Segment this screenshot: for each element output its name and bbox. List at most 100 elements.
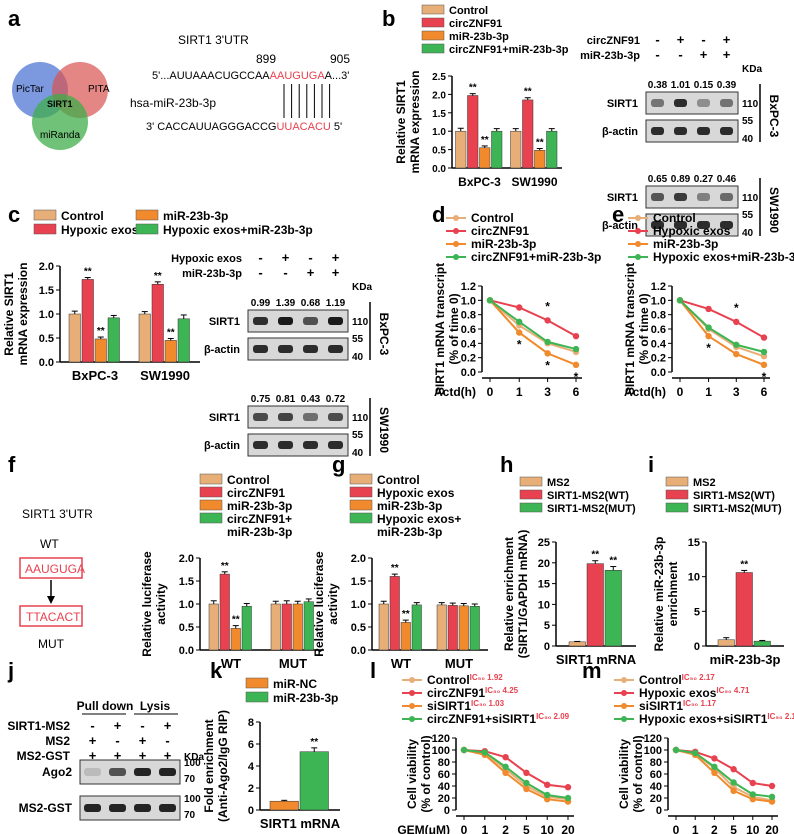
m-ic50-value: IC₅₀ 2.18 [767, 712, 794, 721]
l-y-tick-label: 40 [438, 781, 450, 793]
d-y-tick-label: 0.2 [461, 353, 476, 365]
k-y-tick-label: 0 [248, 805, 254, 817]
d-y-tick-label: 1.2 [461, 281, 476, 293]
m-y-tick-label: 40 [650, 781, 662, 793]
j-condition-label: SIRT1-MS2 [7, 719, 70, 733]
b-band [697, 127, 710, 135]
b-condition-sign: + [723, 47, 731, 62]
e-series-line [679, 299, 765, 353]
e-point [676, 297, 684, 304]
c-protein-label: SIRT1 [209, 316, 240, 328]
b-y-tick-label: 0.0 [432, 164, 446, 175]
h-category-label: SIRT1 mRNA [556, 652, 637, 667]
l-point [564, 794, 572, 802]
d-legend-label: circZNF91+miR-23b-3p [471, 250, 601, 264]
c-band-quant: 1.19 [326, 298, 346, 309]
b-band-quant: 0.15 [694, 80, 714, 91]
j-condition-sign: + [89, 748, 97, 763]
b-legend-swatch [421, 43, 445, 54]
d-x-tick-label: 0 [487, 385, 494, 399]
b-significance: ** [469, 83, 477, 94]
d-legend-label: Control [471, 211, 514, 225]
b-band-quant: 0.65 [648, 174, 668, 185]
c1-legend-swatch [33, 223, 57, 235]
venn-label-miranda: miRanda [40, 130, 80, 141]
c-y-tick-label: 0.5 [39, 333, 54, 345]
m-series-line [675, 749, 773, 798]
b-marker: 55 [742, 210, 754, 221]
b-protein-label: SIRT1 [607, 98, 638, 110]
l-x-axis-label: GEM(μM) [397, 823, 450, 834]
h-legend-swatch [519, 476, 543, 487]
i-y-axis-label: enrichment [666, 562, 680, 627]
g-y-axis-label: activity [326, 583, 340, 625]
d-series-line [489, 299, 577, 338]
l-y-axis-label: (% of control) [419, 735, 433, 812]
c-protein-label: β-actin [204, 440, 240, 452]
g-legend-label: miR-23b-3p [377, 499, 442, 513]
venn-label-pictar: PicTar [16, 84, 44, 95]
f-bar [208, 603, 219, 651]
e-y-tick-label: 1.0 [651, 295, 666, 307]
m-legend-marker [621, 716, 627, 722]
e-point [760, 361, 768, 369]
c2-legend-label: miR-23b-3p [163, 209, 228, 223]
d-legend-marker [453, 215, 459, 221]
m-legend-label: siSIRT1IC₅₀ 1.17 [639, 699, 717, 713]
f-bar [241, 606, 252, 651]
c2-legend-label: Hypoxic exos+miR-23b-3p [163, 223, 313, 237]
f-bar [270, 603, 281, 651]
c-condition-sign: + [282, 250, 290, 265]
b-category-label: SW1990 [511, 175, 557, 189]
i-legend-swatch [665, 476, 689, 487]
d-point [572, 361, 580, 369]
g-legend-label: Control [377, 473, 420, 487]
d-y-tick-label: 0.6 [461, 324, 476, 336]
c-cell-line-label: BxPC-3 [377, 313, 391, 356]
b-bar [491, 130, 503, 169]
j-condition-label: MS2 [45, 734, 70, 748]
l-point [564, 784, 572, 791]
panel-label-g: g [332, 452, 345, 477]
f-y-axis-label: activity [154, 583, 168, 625]
g-y-axis-label: Relative luciferase [312, 551, 326, 657]
e-legend-label: miR-23b-3p [653, 237, 718, 251]
c-band-quant: 0.43 [301, 394, 321, 405]
c-condition-sign: + [307, 265, 315, 280]
h-y-tick-label: 10 [538, 599, 550, 611]
c-protein-label: β-actin [204, 344, 240, 356]
c-band [253, 441, 268, 449]
c2-legend-swatch [135, 209, 159, 221]
j-band [84, 768, 101, 776]
l-point [523, 769, 530, 776]
m-y-tick-label: 0 [656, 805, 662, 817]
j-condition-label: MS2-GST [17, 749, 71, 763]
j-marker: 70 [184, 810, 196, 821]
b-band [674, 193, 687, 201]
i-legend-label: SIRT1-MS2(MUT) [693, 503, 782, 515]
e-point [760, 334, 768, 341]
f-bar [292, 603, 303, 651]
i-y-tick-label: 15 [688, 537, 700, 549]
b-legend-swatch [421, 30, 445, 41]
e-point [705, 305, 712, 313]
e-y-tick-label: 0.4 [651, 338, 667, 350]
c-condition-sign: - [258, 265, 262, 280]
f-mut-label: MUT [38, 637, 65, 651]
b-band [674, 127, 687, 135]
c-band [303, 345, 318, 353]
g-bar [389, 576, 400, 651]
m-x-tick-label: 20 [765, 823, 779, 834]
b-kda-label: KDa [742, 64, 762, 75]
b-blot-strip [645, 91, 739, 115]
d-point [516, 329, 523, 336]
i-y-tick-label: 10 [688, 572, 700, 584]
l-legend-marker [409, 690, 415, 696]
c-band [303, 441, 318, 449]
l-x-tick-label: 10 [541, 823, 555, 834]
f-wt-label: WT [40, 537, 59, 551]
b-legend-label: circZNF91+miR-23b-3p [449, 44, 569, 56]
c1-legend-label: Hypoxic exos [61, 223, 139, 237]
b-significance: ** [481, 135, 489, 146]
b-y-tick-label: 1.0 [432, 127, 446, 138]
